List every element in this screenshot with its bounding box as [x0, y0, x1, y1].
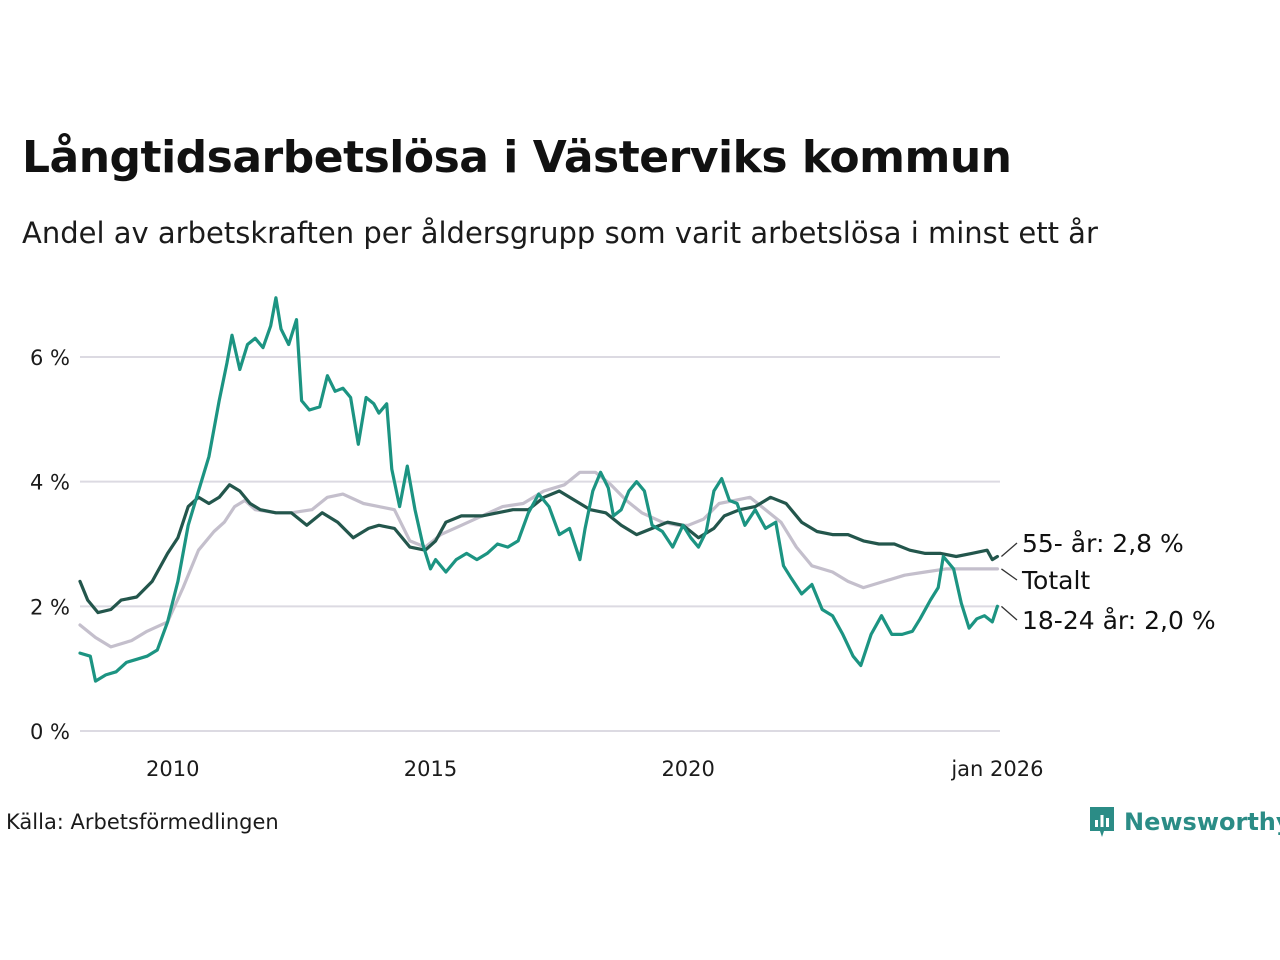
y-tick-label: 2 %: [30, 595, 70, 619]
x-axis: 2010 2015 2020 jan 2026: [146, 757, 1043, 781]
x-tick-label: 2020: [661, 757, 714, 781]
y-tick-label: 6 %: [30, 346, 70, 370]
series-line-55-r: [78, 483, 1000, 615]
x-tick-label: jan 2026: [950, 757, 1043, 781]
series-line-totalt: [78, 470, 1000, 649]
label-connector: [1000, 605, 1018, 621]
y-tick-label: 4 %: [30, 471, 70, 495]
brand-logo: Newsworthy: [1088, 804, 1280, 840]
series-end-label: 18-24 år: 2,0 %: [1022, 606, 1216, 635]
source-note: Källa: Arbetsförmedlingen: [6, 810, 279, 834]
y-axis: 0 % 2 % 4 % 6 %: [30, 346, 70, 744]
series-lines: [78, 296, 1000, 683]
x-tick-label: 2010: [146, 757, 199, 781]
series-end-labels: Totalt 55- år: 2,8 % 18-24 år: 2,0 %: [1000, 529, 1216, 635]
newsworthy-logo-icon: [1090, 807, 1114, 837]
y-tick-label: 0 %: [30, 720, 70, 744]
label-connector: [1000, 542, 1018, 557]
chart-subtitle: Andel av arbetskraften per åldersgrupp s…: [22, 216, 1098, 250]
chart-title: Långtidsarbetslösa i Västerviks kommun: [22, 132, 1012, 183]
brand-name: Newsworthy: [1124, 808, 1280, 836]
series-end-label: Totalt: [1021, 566, 1090, 595]
gridlines: [80, 356, 1000, 732]
series-end-label: 55- år: 2,8 %: [1022, 529, 1184, 558]
x-tick-label: 2015: [404, 757, 457, 781]
series-line-18-24-r: [78, 296, 1000, 683]
label-connector: [1001, 568, 1018, 581]
